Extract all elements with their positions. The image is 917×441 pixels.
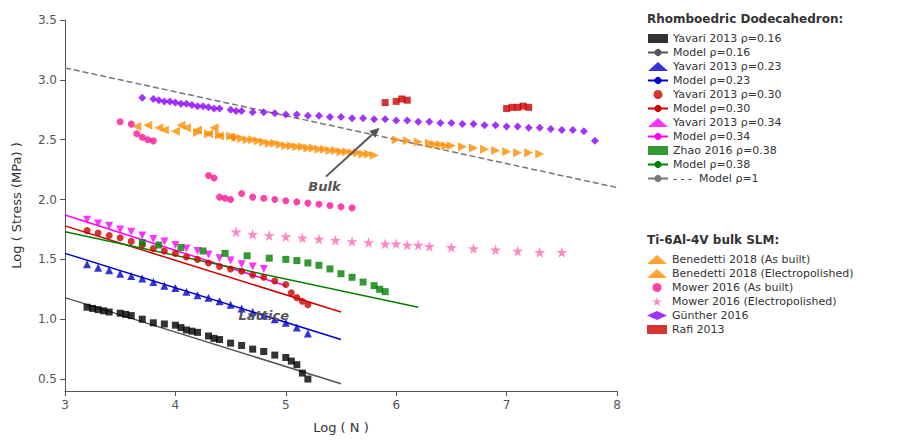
- svg-text:Benedetti 2018 (Electropolishe: Benedetti 2018 (Electropolished): [672, 267, 853, 280]
- svg-text:2.5: 2.5: [38, 133, 57, 147]
- svg-text:1.0: 1.0: [38, 312, 57, 326]
- svg-text:Log ( N ): Log ( N ): [313, 420, 369, 435]
- svg-text:Rafi 2013: Rafi 2013: [672, 323, 725, 336]
- svg-text:3: 3: [61, 398, 69, 412]
- svg-text:Model ρ=0.16: Model ρ=0.16: [673, 46, 750, 59]
- svg-text:Log ( Stress (MPa) ): Log ( Stress (MPa) ): [9, 142, 24, 268]
- svg-text:Mower 2016 (As built): Mower 2016 (As built): [672, 281, 793, 294]
- svg-text:Rhomboedric Dodecahedron:: Rhomboedric Dodecahedron:: [647, 12, 843, 26]
- svg-text:Bulk: Bulk: [308, 179, 342, 194]
- svg-text:Ti-6Al-4V bulk SLM:: Ti-6Al-4V bulk SLM:: [647, 233, 779, 247]
- svg-text:Model ρ=0.34: Model ρ=0.34: [673, 130, 750, 143]
- svg-text:5: 5: [282, 398, 290, 412]
- svg-text:Yavari 2013 ρ=0.30: Yavari 2013 ρ=0.30: [672, 88, 781, 101]
- svg-text:Lattice: Lattice: [238, 308, 289, 323]
- svg-text:3.0: 3.0: [38, 73, 57, 87]
- svg-text:Model ρ=0.23: Model ρ=0.23: [673, 74, 750, 87]
- svg-text:Yavari 2013 ρ=0.23: Yavari 2013 ρ=0.23: [672, 60, 781, 73]
- svg-text:- - - Model ρ=1: - - - Model ρ=1: [673, 172, 759, 185]
- svg-text:Zhao 2016 ρ=0.38: Zhao 2016 ρ=0.38: [673, 144, 777, 157]
- svg-text:Mower 2016 (Electropolished): Mower 2016 (Electropolished): [672, 295, 837, 308]
- svg-text:0.5: 0.5: [38, 372, 57, 386]
- svg-text:Model ρ=0.38: Model ρ=0.38: [673, 158, 750, 171]
- svg-text:4: 4: [172, 398, 180, 412]
- svg-text:7: 7: [503, 398, 511, 412]
- svg-text:Model ρ=0.30: Model ρ=0.30: [673, 102, 750, 115]
- svg-text:1.5: 1.5: [38, 252, 57, 266]
- svg-text:3.5: 3.5: [38, 13, 57, 27]
- svg-text:6: 6: [392, 398, 400, 412]
- svg-text:Benedetti 2018 (As built): Benedetti 2018 (As built): [672, 253, 810, 266]
- svg-text:Yavari 2013 ρ=0.34: Yavari 2013 ρ=0.34: [672, 116, 781, 129]
- svg-text:8: 8: [613, 398, 621, 412]
- svg-text:Yavari 2013 ρ=0.16: Yavari 2013 ρ=0.16: [672, 32, 781, 45]
- svg-text:Günther 2016: Günther 2016: [672, 309, 749, 322]
- svg-text:2.0: 2.0: [38, 193, 57, 207]
